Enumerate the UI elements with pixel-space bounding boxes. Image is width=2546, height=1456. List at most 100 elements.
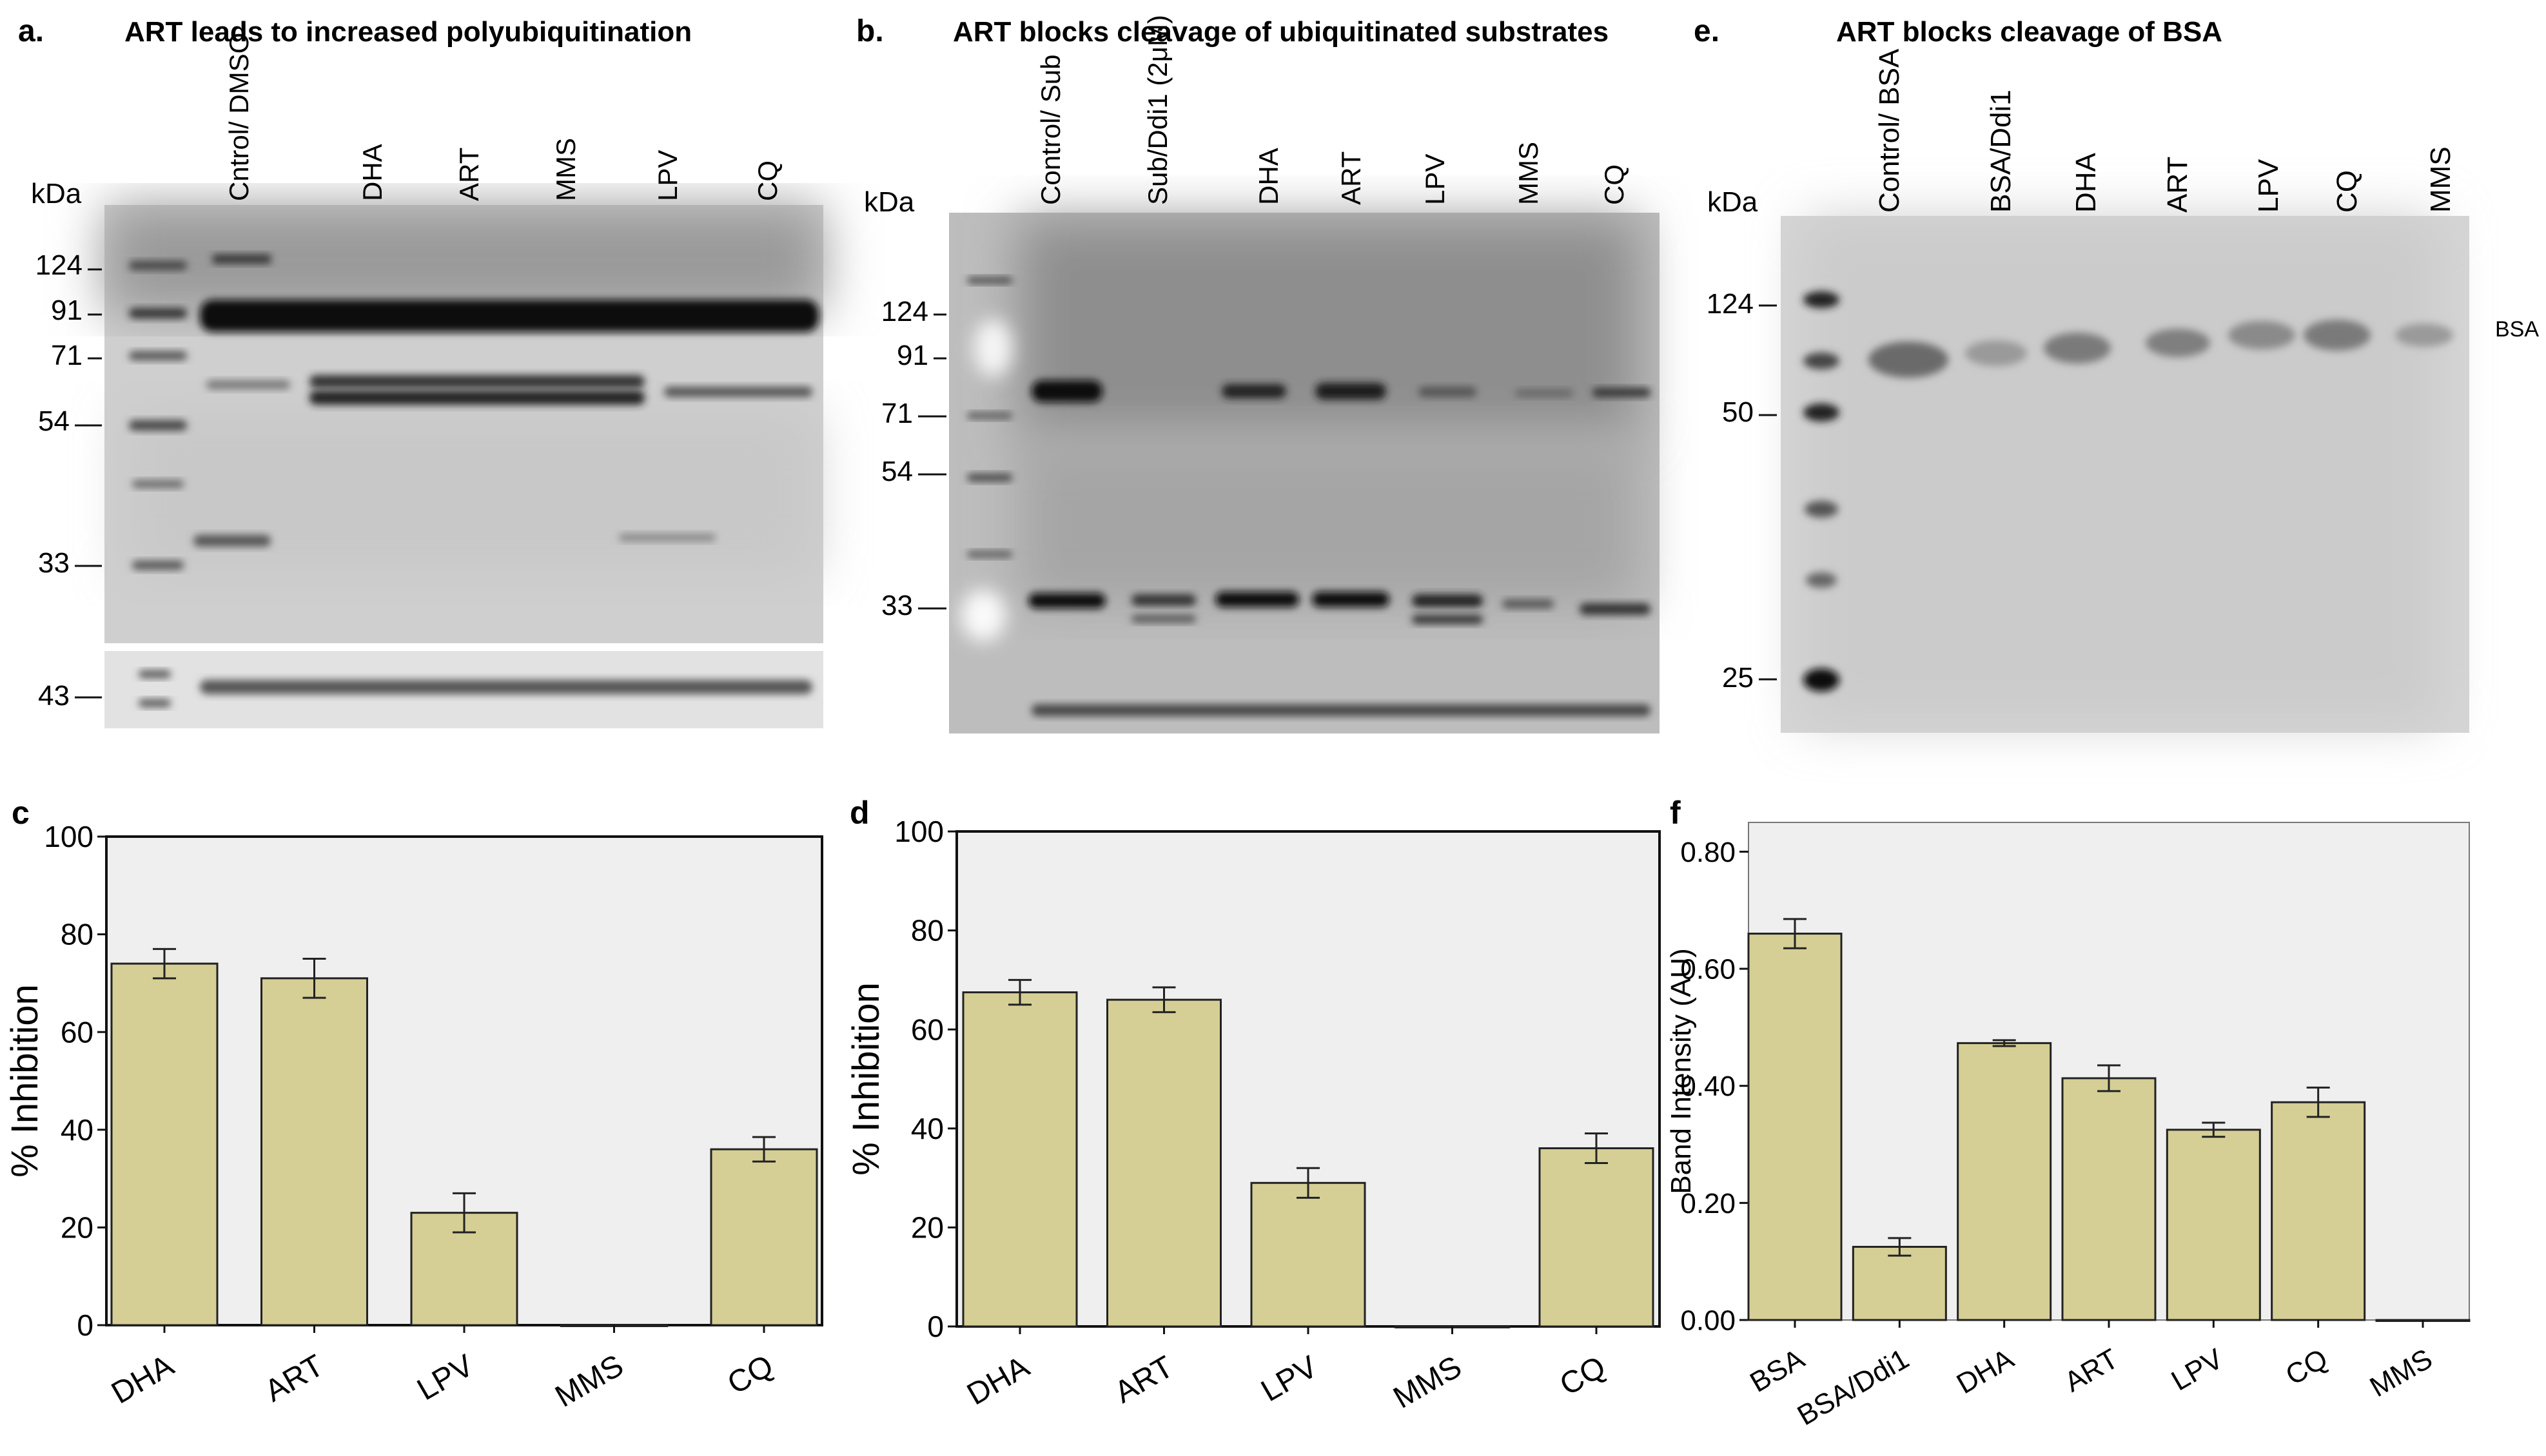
x-tick-label: DHA [961,1350,1035,1412]
panel-b-markers: 124 91 71 54 33 [881,296,946,621]
panel-e-kda: kDa [1707,186,1758,218]
marker-label: 91 [51,295,83,326]
panel-b-lane-label: DHA [1253,148,1284,205]
panel-a-lane-label: ART [454,148,484,201]
x-tick-label: BSA [1745,1343,1810,1399]
panel-e-letter: e. [1694,14,1719,48]
y-tick-label: 20 [911,1211,944,1245]
plot-area [105,835,823,1326]
y-tick-label: 0.60 [1680,953,1736,985]
bar [2061,1077,2157,1321]
marker-label: 124 [881,296,928,327]
panel-e-lane-label: ART [2162,157,2193,213]
bar [260,977,368,1326]
panel-a-markers: 124 91 71 54 33 43 [35,249,102,712]
chart-f: f 0.00 0.20 0.40 0.60 0.80 Band Intensity (AU)… [1665,795,2471,1432]
panel-letter: f [1670,795,1681,831]
x-tick-label: LPV [1255,1350,1323,1408]
y-tick-label: 100 [44,820,93,853]
panel-a-title: ART leads to increased polyubiquitinatio… [124,16,692,48]
panel-a-letter: a. [18,14,44,48]
y-tick-label: 60 [61,1015,93,1049]
x-tick-label: DHA [106,1348,179,1411]
panel-e: e. ART blocks cleavage of BSA kDa Contro… [1694,14,2539,733]
panel-b-lane-labels: Control/ Sub Sub/Ddi1 (2μM) DHA ART LPV … [1035,15,1629,205]
y-tick-label: 40 [911,1112,944,1145]
panel-e-lane-label: LPV [2253,159,2284,213]
bar [110,962,219,1326]
x-tick-label: CQ [722,1348,779,1401]
marker-label: 54 [38,405,70,437]
panel-e-lane-label: DHA [2070,152,2102,213]
panel-e-lane-label: BSA/Ddi1 [1985,90,2017,213]
x-tick-label: LPV [411,1348,479,1407]
bar [962,991,1078,1328]
marker-label: 33 [881,590,913,621]
y-axis-label: % Inhibition [4,984,46,1178]
bar [1747,933,1843,1321]
y-tick-label: 0.20 [1680,1188,1736,1219]
panel-a-lane-label: LPV [652,150,683,201]
panel-e-lane-label: MMS [2425,146,2456,213]
panel-b-lane-label: CQ [1599,164,1629,205]
bar [1106,998,1222,1328]
marker-label: 91 [897,340,928,371]
panel-b-lane-label: Control/ Sub [1035,55,1066,205]
panel-b-kda: kDa [864,186,915,218]
y-tick-label: 80 [911,914,944,947]
x-tick-label: ART [1109,1350,1179,1410]
y-tick-label: 0.80 [1680,837,1736,868]
y-tick-label: 60 [911,1013,944,1046]
marker-label: 50 [1722,396,1754,428]
chart-d: d 0 20 40 60 80 100 % Inhibition DHA ART LPV MMS CQ [845,795,1661,1415]
panel-e-lane-label: Control/ BSA [1874,48,1905,213]
x-tick-label: MMS [2365,1343,2438,1403]
chart-c: c 0 20 40 60 80 100 % Inhibition DHA ART LPV MMS CQ [4,795,823,1414]
panel-e-lane-labels: Control/ BSA BSA/Ddi1 DHA ART LPV CQ MMS [1874,48,2456,213]
marker-label: 25 [1722,662,1754,694]
x-tick-label: MMS [550,1348,629,1414]
bar [2271,1101,2366,1321]
marker-label: 33 [38,547,70,579]
panel-a-lane-label: DHA [357,144,387,201]
x-tick-label: CQ [2280,1343,2333,1391]
bar [710,1148,818,1326]
panel-b-lane-label: MMS [1513,142,1543,205]
panel-b-lane-label: Sub/Ddi1 (2μM) [1142,15,1173,205]
panel-a-lane-labels: Cntrol/ DMSO DHA ART MMS LPV CQ [224,33,783,201]
panel-b-title: ART blocks cleavage of ubiquitinated sub… [953,16,1609,48]
bsa-band-label: BSA [2495,317,2539,342]
y-tick-label: 0 [927,1310,944,1343]
panel-a: a. ART leads to increased polyubiquitina… [18,14,823,728]
panel-e-markers: 124 50 25 [1707,288,1777,694]
bar [2166,1129,2261,1321]
loading-marker-label: 43 [38,680,70,712]
y-axis-label: Band Intensity (AU) [1665,948,1697,1194]
bar [1957,1042,2052,1321]
y-tick-label: 0.40 [1680,1071,1736,1102]
x-tick-label: ART [2059,1343,2124,1398]
marker-label: 124 [1707,288,1754,320]
panel-b-lane-label: ART [1336,151,1366,205]
x-tick-label: MMS [1388,1350,1467,1415]
marker-label: 71 [51,340,83,371]
y-tick-label: 20 [61,1211,93,1245]
x-tick-label: CQ [1554,1350,1612,1403]
lane-label-line: Control/ Sub [1035,55,1066,205]
blot-b-image [949,213,1660,733]
bar [1538,1147,1654,1328]
blot-a-loading-image [104,651,823,728]
panel-a-lane-label: MMS [551,138,581,201]
y-tick-label: 0.00 [1680,1305,1736,1336]
blot-a-image [104,205,823,643]
y-axis-label: % Inhibition [845,982,887,1176]
marker-label: 54 [881,456,913,487]
x-tick-label: ART [259,1348,329,1408]
x-tick-label: LPV [2166,1343,2229,1397]
panel-e-lane-label: CQ [2331,170,2363,213]
panel-e-title: ART blocks cleavage of BSA [1836,16,2222,48]
bar [1852,1245,1947,1321]
x-tick-label: DHA [1952,1343,2020,1400]
panel-letter: d [850,795,870,831]
